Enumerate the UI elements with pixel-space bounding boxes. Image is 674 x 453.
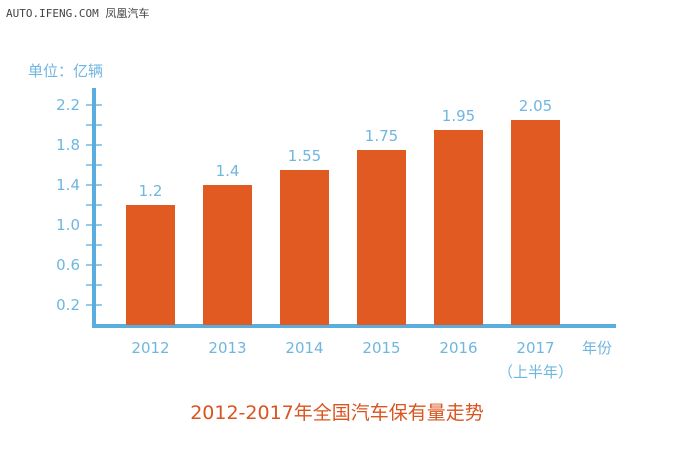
bar-2013 bbox=[203, 185, 252, 325]
x-tick-label: 2014 bbox=[285, 339, 323, 357]
x-tick-label: 2017 bbox=[516, 339, 554, 357]
bar-2017 bbox=[511, 120, 560, 325]
data-label: 1.4 bbox=[216, 162, 240, 180]
data-label: 1.2 bbox=[139, 182, 163, 200]
x-tick-label: 2012 bbox=[131, 339, 169, 357]
x-tick-label: 2013 bbox=[208, 339, 246, 357]
x-axis-label: 年份 bbox=[582, 339, 612, 357]
data-label: 1.55 bbox=[288, 147, 321, 165]
y-tick-label: 0.2 bbox=[56, 296, 80, 314]
bar-2014 bbox=[280, 170, 329, 325]
y-tick-label: 2.2 bbox=[56, 96, 80, 114]
watermark: AUTO.IFENG.COM 凤凰汽车 bbox=[6, 7, 150, 20]
y-axis-label: 单位：亿辆 bbox=[28, 62, 104, 80]
x-tick-label: 2015 bbox=[362, 339, 400, 357]
y-tick-label: 1.4 bbox=[56, 176, 80, 194]
bar-2016 bbox=[434, 130, 483, 325]
x-tick-label: 2016 bbox=[439, 339, 477, 357]
x-tick-sublabel: （上半年） bbox=[498, 363, 573, 381]
bar-2015 bbox=[357, 150, 406, 325]
data-label: 1.75 bbox=[365, 127, 398, 145]
y-tick-label: 1.8 bbox=[56, 136, 80, 154]
y-tick-label: 0.6 bbox=[56, 256, 80, 274]
bar-2012 bbox=[126, 205, 175, 325]
chart-title: 2012-2017年全国汽车保有量走势 bbox=[190, 402, 484, 424]
data-label: 1.95 bbox=[442, 107, 475, 125]
data-label: 2.05 bbox=[519, 97, 552, 115]
y-tick-label: 1.0 bbox=[56, 216, 80, 234]
